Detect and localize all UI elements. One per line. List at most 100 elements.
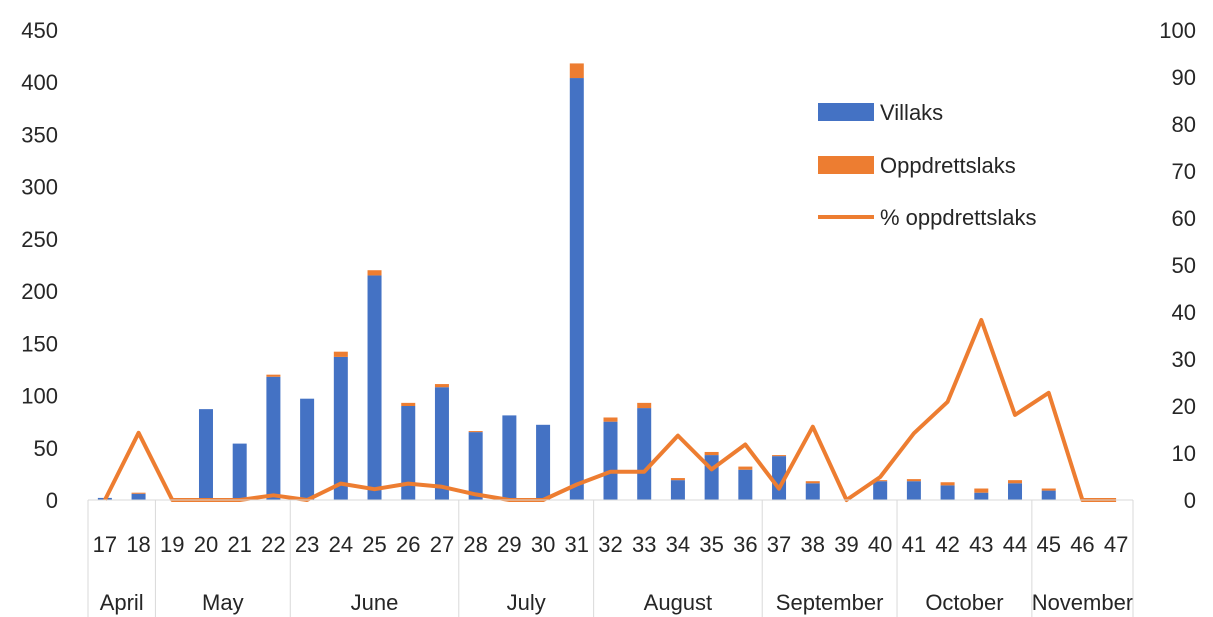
x-tick-label: 41 bbox=[902, 532, 926, 557]
bar-villaks bbox=[198, 409, 213, 500]
y-right-tick-label: 90 bbox=[1172, 65, 1196, 90]
x-tick-label: 26 bbox=[396, 532, 420, 557]
y-left-tick-label: 50 bbox=[34, 436, 58, 461]
bar-oppdrettslaks bbox=[1008, 480, 1023, 484]
bar-oppdrettslaks bbox=[974, 488, 989, 493]
bar-oppdrettslaks bbox=[738, 466, 753, 470]
y-right-tick-label: 50 bbox=[1172, 253, 1196, 278]
y-axis-right: 0 10 20 30 40 50 60 70 80 90 100 bbox=[1159, 18, 1196, 513]
bar-oppdrettslaks bbox=[772, 455, 787, 457]
x-tick-label: 21 bbox=[227, 532, 251, 557]
y-left-tick-label: 350 bbox=[21, 122, 58, 147]
legend-swatch-1 bbox=[818, 156, 874, 174]
x-month-label: April bbox=[100, 590, 144, 615]
bar-villaks bbox=[603, 421, 618, 500]
line-series-group bbox=[103, 318, 1117, 502]
x-axis: 17 18 19 20 21 22 23 24 25 26 27 28 29 30 31 32 33 34 35 36… bbox=[87, 499, 1134, 617]
x-tick-label: 17 bbox=[93, 532, 117, 557]
bar-villaks bbox=[1008, 483, 1023, 500]
bar-villaks bbox=[536, 424, 551, 500]
x-tick-label: 32 bbox=[598, 532, 622, 557]
bar-villaks bbox=[738, 469, 753, 500]
x-tick-label: 47 bbox=[1104, 532, 1128, 557]
bar-villaks bbox=[468, 432, 483, 500]
y-right-tick-label: 60 bbox=[1172, 206, 1196, 231]
bar-villaks bbox=[974, 492, 989, 500]
bar-villaks bbox=[940, 485, 955, 500]
bar-oppdrettslaks bbox=[401, 402, 416, 406]
y-left-tick-label: 450 bbox=[21, 18, 58, 43]
bar-oppdrettslaks bbox=[704, 451, 719, 456]
legend-label: Villaks bbox=[880, 100, 943, 125]
y-left-tick-label: 0 bbox=[46, 488, 58, 513]
x-tick-label: 23 bbox=[295, 532, 319, 557]
bar-oppdrettslaks bbox=[434, 384, 449, 388]
bar-oppdrettslaks bbox=[468, 431, 483, 433]
bar-oppdrettslaks bbox=[569, 63, 584, 79]
y-right-tick-label: 80 bbox=[1172, 112, 1196, 137]
x-month-label: August bbox=[644, 590, 713, 615]
y-left-tick-label: 200 bbox=[21, 279, 58, 304]
x-tick-label: 40 bbox=[868, 532, 892, 557]
x-month-label: July bbox=[507, 590, 546, 615]
bar-villaks bbox=[873, 481, 888, 500]
bar-oppdrettslaks bbox=[131, 492, 146, 494]
legend-swatch-0 bbox=[818, 103, 874, 121]
bar-oppdrettslaks bbox=[637, 402, 652, 409]
x-tick-label: 27 bbox=[430, 532, 454, 557]
x-tick-label: 35 bbox=[699, 532, 723, 557]
x-tick-label: 42 bbox=[935, 532, 959, 557]
bar-oppdrettslaks bbox=[805, 481, 820, 484]
x-month-label: October bbox=[925, 590, 1003, 615]
bar-series-group bbox=[97, 63, 1056, 501]
bar-villaks bbox=[131, 493, 146, 500]
y-left-tick-label: 400 bbox=[21, 70, 58, 95]
bar-villaks bbox=[906, 481, 921, 500]
legend: Villaks Oppdrettslaks % oppdrettslaks bbox=[818, 100, 1037, 230]
bar-villaks bbox=[502, 415, 517, 500]
bar-villaks bbox=[670, 480, 685, 500]
y-left-tick-label: 250 bbox=[21, 227, 58, 252]
bar-oppdrettslaks bbox=[906, 479, 921, 482]
x-tick-label: 43 bbox=[969, 532, 993, 557]
x-tick-label: 29 bbox=[497, 532, 521, 557]
legend-label: Oppdrettslaks bbox=[880, 153, 1016, 178]
x-month-label: May bbox=[202, 590, 244, 615]
y-left-tick-label: 150 bbox=[21, 331, 58, 356]
bar-villaks bbox=[300, 398, 315, 500]
x-month-label: September bbox=[776, 590, 884, 615]
x-tick-label: 20 bbox=[194, 532, 218, 557]
legend-label: % oppdrettslaks bbox=[880, 205, 1037, 230]
y-left-tick-label: 100 bbox=[21, 384, 58, 409]
x-tick-label: 38 bbox=[801, 532, 825, 557]
bar-villaks bbox=[1041, 490, 1056, 500]
bar-villaks bbox=[266, 376, 281, 500]
bar-oppdrettslaks bbox=[367, 270, 382, 276]
bar-villaks bbox=[637, 408, 652, 500]
bar-villaks bbox=[569, 78, 584, 501]
y-right-tick-label: 40 bbox=[1172, 300, 1196, 325]
y-right-tick-label: 0 bbox=[1184, 488, 1196, 513]
bar-oppdrettslaks bbox=[1041, 488, 1056, 491]
bar-villaks bbox=[333, 356, 348, 500]
y-axis-left: 0 50 100 150 200 250 300 350 400 450 bbox=[21, 18, 58, 513]
y-right-tick-label: 20 bbox=[1172, 394, 1196, 419]
y-right-tick-label: 100 bbox=[1159, 18, 1196, 43]
bar-villaks bbox=[772, 456, 787, 500]
x-tick-label: 33 bbox=[632, 532, 656, 557]
bar-oppdrettslaks bbox=[333, 351, 348, 357]
x-tick-label: 37 bbox=[767, 532, 791, 557]
x-tick-label: 19 bbox=[160, 532, 184, 557]
x-tick-label: 28 bbox=[463, 532, 487, 557]
y-right-tick-label: 30 bbox=[1172, 347, 1196, 372]
x-tick-label: 46 bbox=[1070, 532, 1094, 557]
x-month-label: November bbox=[1032, 590, 1133, 615]
x-tick-label: 34 bbox=[666, 532, 690, 557]
x-tick-label: 30 bbox=[531, 532, 555, 557]
line-oppdrettslaks-percent bbox=[103, 318, 1117, 502]
x-tick-label: 22 bbox=[261, 532, 285, 557]
y-right-tick-label: 10 bbox=[1172, 441, 1196, 466]
x-tick-label: 31 bbox=[565, 532, 589, 557]
y-left-tick-label: 300 bbox=[21, 175, 58, 200]
bar-villaks bbox=[401, 406, 416, 500]
